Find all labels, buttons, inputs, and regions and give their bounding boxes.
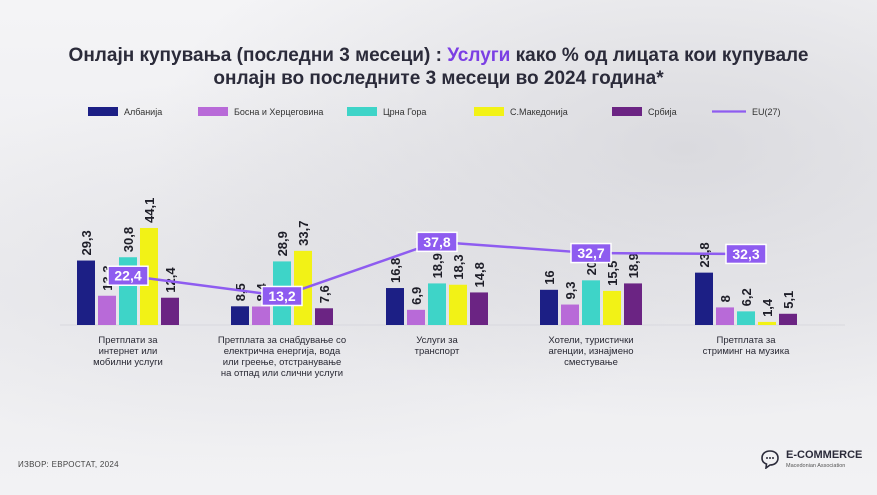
bar-value-label-2-1: 8,5: [233, 283, 248, 301]
bar-2-2: [252, 306, 270, 325]
bar-3-3: [428, 283, 446, 325]
category-label-5-line-1: Претплата за: [717, 335, 777, 346]
eu-value-box-2: [261, 285, 303, 307]
legend-swatch-3: [347, 107, 377, 116]
category-label-1-line-1: Претплати за: [98, 335, 158, 346]
title-line-2: онлајн во последните 3 месеци во 2024 го…: [213, 68, 664, 89]
eu-value-label-5: 32,3: [732, 246, 759, 262]
bar-1-2: [98, 295, 116, 325]
bar-value-label-4-1: 16: [542, 270, 557, 284]
bar-4-1: [540, 289, 558, 325]
category-label-2-line-2: електрична енергија, вода: [224, 346, 341, 357]
logo-subtitle: Macedonian Association: [786, 463, 846, 469]
title-part-2: како % од лицата кои купувале: [510, 45, 809, 66]
title-line-1: Онлајн купувања (последни 3 месеци) : Ус…: [0, 44, 877, 67]
bar-5-2: [716, 307, 734, 325]
bar-value-label-3-3: 18,9: [430, 253, 445, 278]
bar-2-1: [231, 306, 249, 325]
bar-3-1: [386, 288, 404, 325]
legend-label-3: Црна Гора: [383, 107, 426, 117]
e-commerce-logo: E-COMMERCE Macedonian Association: [760, 447, 870, 477]
chart-title: Онлајн купувања (последни 3 месеци) : Ус…: [0, 44, 877, 90]
bar-value-label-5-4: 1,4: [760, 298, 775, 317]
eu-line-group: 22,4 13,2 37,8 32,7 32,3: [107, 231, 767, 307]
bar-value-label-5-5: 5,1: [781, 291, 796, 309]
bar-5-1: [695, 272, 713, 325]
eu-value-box-4: [570, 242, 612, 264]
bar-1-5: [161, 297, 179, 325]
bar-value-label-4-5: 18,9: [626, 253, 641, 278]
logo-name: E-COMMERCE: [786, 449, 863, 461]
bar-value-label-5-3: 6,2: [739, 288, 754, 306]
bar-1-1: [77, 260, 95, 325]
bar-value-label-5-2: 8: [718, 295, 733, 302]
chat-bubble-icon: [761, 450, 779, 469]
source-note: ИЗВОР: ЕВРОСТАТ, 2024: [18, 460, 119, 469]
category-label-3-line-1: Услуги за: [416, 335, 458, 346]
eu-value-box-5: [725, 243, 767, 265]
bar-3-2: [407, 309, 425, 325]
legend-label-1: Албанија: [124, 107, 162, 117]
category-label-3-line-2: транспорт: [415, 346, 460, 357]
bar-value-label-1-3: 30,8: [121, 227, 136, 252]
bar-value-label-3-1: 16,8: [388, 258, 403, 283]
bar-value-label-3-4: 18,3: [451, 254, 466, 279]
eu-value-label-4: 32,7: [577, 245, 604, 261]
bar-value-label-1-4: 44,1: [142, 198, 157, 223]
bar-value-label-2-3: 28,9: [275, 231, 290, 256]
title-part-1: Онлајн купувања (последни 3 месеци) :: [68, 45, 448, 66]
legend-label-5: Србија: [648, 107, 677, 117]
bar-value-label-4-4: 15,5: [605, 261, 620, 286]
bar-3-5: [470, 292, 488, 325]
bar-1-4: [140, 227, 158, 325]
bar-5-4: [758, 321, 776, 325]
legend-swatch-4: [474, 107, 504, 116]
category-label-2-line-3: или греење, отстранување: [223, 357, 342, 368]
category-label-5-line-2: стриминг на музика: [703, 346, 790, 357]
bar-5-3: [737, 311, 755, 325]
legend-swatch-5: [612, 107, 642, 116]
bar-value-label-1-1: 29,3: [79, 230, 94, 255]
category-label-2-line-1: Претплата за снабдување со: [218, 335, 346, 346]
legend-swatch-2: [198, 107, 228, 116]
bar-value-label-1-5: 12,4: [163, 267, 178, 293]
title-highlight: Услуги: [447, 45, 511, 66]
bar-5-5: [779, 313, 797, 325]
bar-4-5: [624, 283, 642, 325]
eu-value-label-2: 13,2: [268, 288, 295, 304]
eu-value-box-1: [107, 265, 149, 286]
bar-value-label-3-5: 14,8: [472, 262, 487, 287]
eu-value-label-1: 22,4: [114, 268, 141, 284]
legend-label-4: С.Македонија: [510, 107, 568, 117]
bar-2-5: [315, 308, 333, 325]
category-label-4-line-3: сместување: [564, 357, 618, 368]
category-label-2-line-4: на отпад или слични услуги: [221, 368, 343, 379]
category-label-1-line-3: мобилни услуги: [93, 357, 163, 368]
eu-value-box-3: [416, 231, 458, 253]
bar-4-2: [561, 304, 579, 325]
legend-swatch-1: [88, 107, 118, 116]
legend-label-eu: EU(27): [752, 107, 781, 117]
bar-4-4: [603, 290, 621, 325]
bar-value-label-5-1: 23,8: [697, 242, 712, 267]
legend-label-2: Босна и Херцеговина: [234, 107, 323, 117]
bar-value-label-3-2: 6,9: [409, 287, 424, 305]
legend: Албанија Босна и Херцеговина Црна Гора С.Ма…: [88, 107, 781, 117]
bars-group: 29,313,330,844,112,48,58,428,933,77,616,…: [77, 198, 797, 325]
category-label-4-line-2: агенции, изнајмено: [548, 346, 633, 357]
bar-4-3: [582, 280, 600, 325]
eu-value-label-3: 37,8: [423, 234, 450, 250]
bar-value-label-2-5: 7,6: [317, 285, 332, 303]
category-label-4-line-1: Хотели, туристички: [548, 335, 633, 346]
bar-value-label-4-2: 9,3: [563, 281, 578, 299]
bar-value-label-2-4: 33,7: [296, 221, 311, 246]
category-label-1-line-2: интернет или: [99, 346, 158, 357]
bar-3-4: [449, 284, 467, 325]
